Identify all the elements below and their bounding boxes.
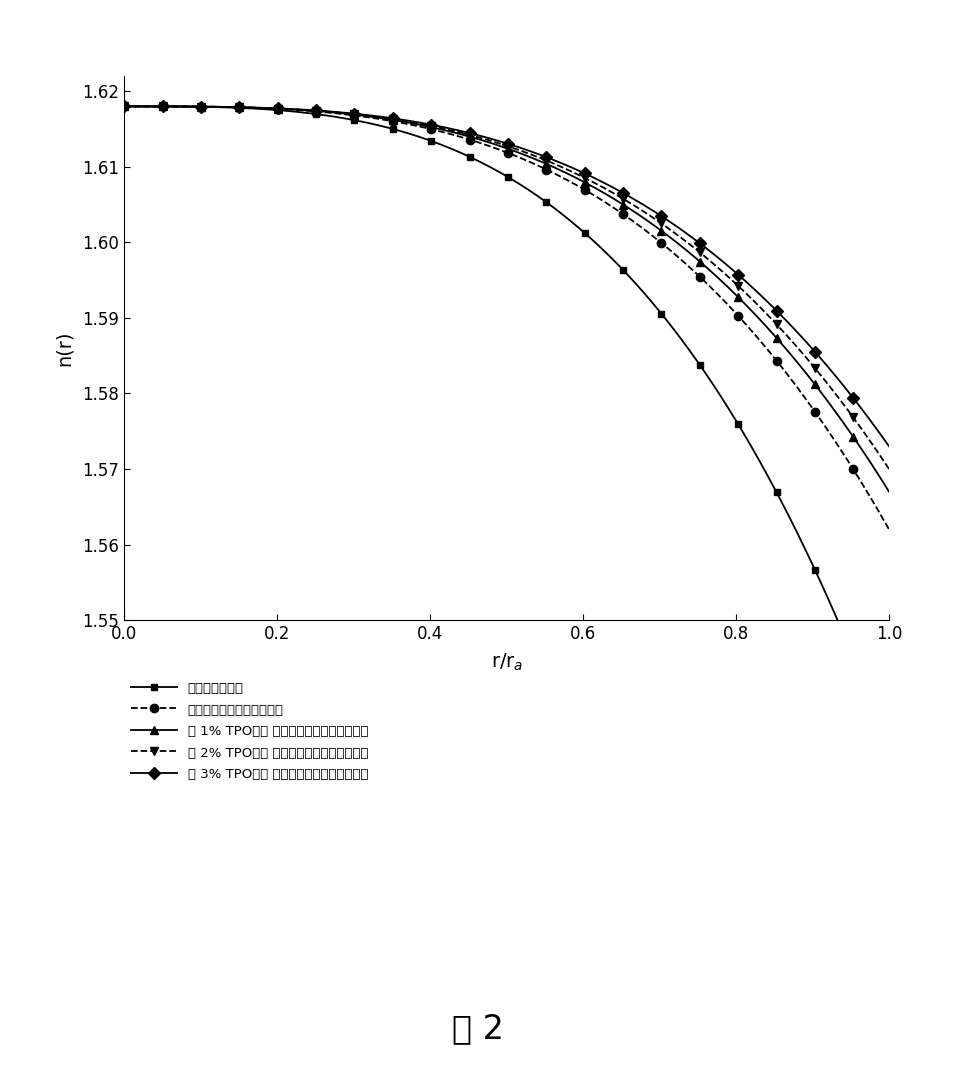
- 用 1% TPO进行 二次离子交换后折射率分布: [121, 100, 133, 113]
- 理想折射率分布: [119, 100, 130, 113]
- 用 3% TPO进行 二次离子交换后折射率分布: [763, 297, 774, 310]
- 一次离子交换后折射率分布: [574, 181, 585, 194]
- 用 3% TPO进行 二次离子交换后折射率分布: [121, 100, 133, 113]
- 一次离子交换后折射率分布: [121, 100, 133, 113]
- 一次离子交换后折射率分布: [572, 178, 583, 191]
- 用 3% TPO进行 二次离子交换后折射率分布: [812, 348, 823, 361]
- 用 2% TPO进行 二次离子交换后折射率分布: [812, 364, 823, 378]
- 一次离子交换后折射率分布: [587, 188, 598, 201]
- 一次离子交换后折射率分布: [812, 409, 823, 422]
- 用 2% TPO进行 二次离子交换后折射率分布: [119, 100, 130, 113]
- 一次离子交换后折射率分布: [119, 100, 130, 113]
- 理想折射率分布: [572, 220, 583, 233]
- 理想折射率分布: [121, 100, 133, 113]
- 理想折射率分布: [883, 742, 895, 755]
- 理想折射率分布: [587, 233, 598, 246]
- 理想折射率分布: [763, 471, 774, 484]
- Text: 图 2: 图 2: [452, 1012, 504, 1044]
- X-axis label: r/r$_a$: r/r$_a$: [490, 652, 523, 672]
- Line: 用 3% TPO进行 二次离子交换后折射率分布: 用 3% TPO进行 二次离子交换后折射率分布: [120, 102, 893, 450]
- 用 2% TPO进行 二次离子交换后折射率分布: [587, 175, 598, 188]
- 一次离子交换后折射率分布: [763, 345, 774, 358]
- Line: 用 1% TPO进行 二次离子交换后折射率分布: 用 1% TPO进行 二次离子交换后折射率分布: [120, 102, 893, 496]
- 用 2% TPO进行 二次离子交换后折射率分布: [883, 462, 895, 475]
- 用 1% TPO进行 二次离子交换后折射率分布: [812, 381, 823, 394]
- 用 1% TPO进行 二次离子交换后折射率分布: [587, 180, 598, 193]
- 理想折射率分布: [574, 222, 585, 235]
- 用 2% TPO进行 二次离子交换后折射率分布: [574, 169, 585, 182]
- Line: 用 2% TPO进行 二次离子交换后折射率分布: 用 2% TPO进行 二次离子交换后折射率分布: [120, 102, 893, 473]
- 用 2% TPO进行 二次离子交换后折射率分布: [572, 168, 583, 181]
- 用 3% TPO进行 二次离子交换后折射率分布: [574, 164, 585, 177]
- 用 1% TPO进行 二次离子交换后折射率分布: [574, 173, 585, 186]
- 用 3% TPO进行 二次离子交换后折射率分布: [119, 100, 130, 113]
- 用 2% TPO进行 二次离子交换后折射率分布: [763, 310, 774, 323]
- Y-axis label: n(r): n(r): [55, 331, 74, 366]
- 用 2% TPO进行 二次离子交换后折射率分布: [121, 100, 133, 113]
- 理想折射率分布: [812, 569, 823, 582]
- 一次离子交换后折射率分布: [883, 523, 895, 536]
- 用 1% TPO进行 二次离子交换后折射率分布: [572, 172, 583, 185]
- 用 1% TPO进行 二次离子交换后折射率分布: [883, 485, 895, 498]
- 用 1% TPO进行 二次离子交换后折射率分布: [119, 100, 130, 113]
- 用 3% TPO进行 二次离子交换后折射率分布: [572, 163, 583, 176]
- 用 1% TPO进行 二次离子交换后折射率分布: [763, 323, 774, 336]
- Legend: 理想折射率分布, 一次离子交换后折射率分布, 用 1% TPO进行 二次离子交换后折射率分布, 用 2% TPO进行 二次离子交换后折射率分布, 用 3% TP: 理想折射率分布, 一次离子交换后折射率分布, 用 1% TPO进行 二次离子交换…: [131, 681, 368, 781]
- Line: 理想折射率分布: 理想折射率分布: [120, 103, 893, 752]
- 用 3% TPO进行 二次离子交换后折射率分布: [587, 171, 598, 184]
- Line: 一次离子交换后折射率分布: 一次离子交换后折射率分布: [120, 102, 893, 533]
- 用 3% TPO进行 二次离子交换后折射率分布: [883, 440, 895, 453]
